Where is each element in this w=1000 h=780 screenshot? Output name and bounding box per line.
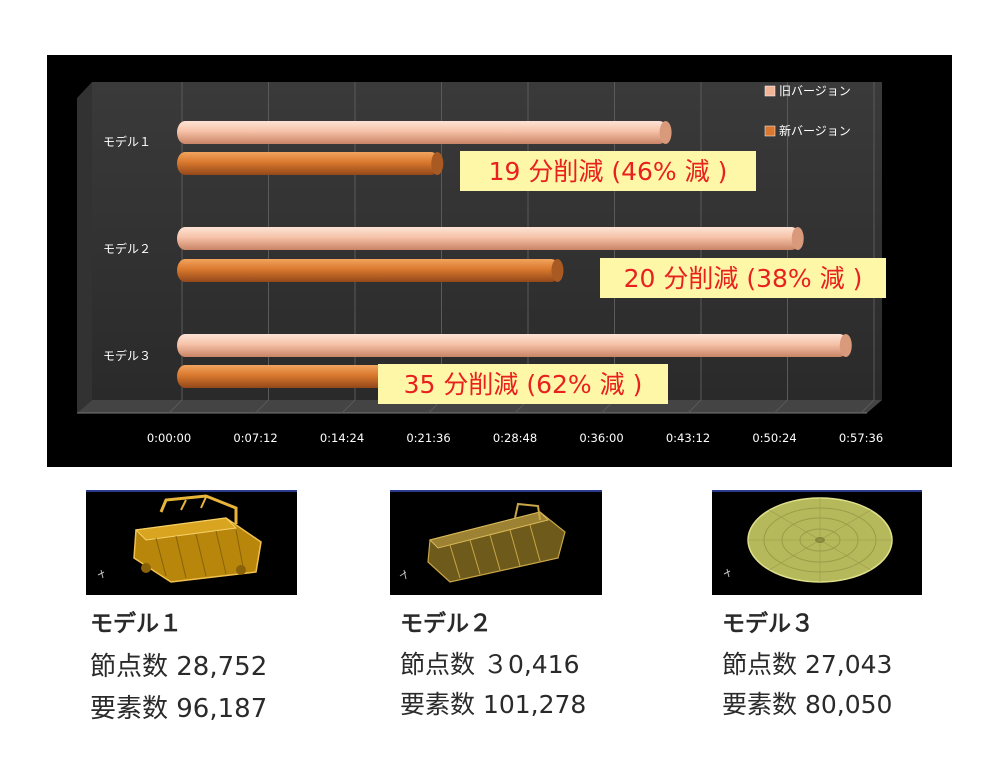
x-tick-label: 0:43:12 <box>666 431 710 445</box>
annotation-box-2 <box>600 258 886 298</box>
x-tick-label: 0:50:24 <box>752 431 796 445</box>
model-3-nodes: 節点数 27,043 <box>722 650 893 679</box>
grid-line <box>774 399 788 414</box>
bar-end-cap <box>431 152 444 175</box>
grid-line <box>168 399 183 414</box>
chart-panel: 0:00:00 0:07:12 0:14:24 0:21:36 0:28:48 0:36:… <box>47 55 952 467</box>
x-tick-label: 0:36:00 <box>579 431 623 445</box>
grid-line <box>255 399 269 414</box>
x-tick-label: 0:00:00 <box>147 431 191 445</box>
bar-end-cap <box>551 259 564 282</box>
model-1-elements: 要素数 96,187 <box>90 694 268 724</box>
annotation-box-3 <box>378 364 668 404</box>
model-2-nodes: 節点数 ３0,416 <box>400 650 580 679</box>
model-1-nodes: 節点数 28,752 <box>90 652 268 682</box>
model-2-image <box>390 490 602 595</box>
category-label-1: モデル１ <box>103 134 151 149</box>
model-2-elements: 要素数 101,278 <box>400 690 587 719</box>
annotation-3: 35 分削減 (62% 減 ) <box>404 370 643 399</box>
grid-line <box>687 399 702 414</box>
legend-swatch-2 <box>764 125 776 137</box>
annotation-1: 19 分削減 (46% 減 ) <box>489 157 728 186</box>
grid-line <box>341 399 356 414</box>
x-tick-label: 0:28:48 <box>493 431 537 445</box>
x-tick-label: 0:57:36 <box>839 431 883 445</box>
bar-old-2 <box>177 227 800 250</box>
legend-label-1: 旧バージョン <box>779 84 851 98</box>
bar-new-3 <box>177 365 428 388</box>
model-2-title: モデル２ <box>400 611 492 637</box>
bar-end-cap <box>791 227 804 250</box>
bar-end-cap <box>839 334 852 357</box>
bar-end-cap <box>659 121 672 144</box>
bar-old-1 <box>177 121 668 144</box>
x-tick-label: 0:21:36 <box>406 431 450 445</box>
annotation-box-1 <box>460 151 756 191</box>
legend-swatch-1 <box>764 85 776 97</box>
bar-new-1 <box>177 152 440 175</box>
model-3-title: モデル３ <box>722 611 814 637</box>
x-tick-label: 0:14:24 <box>320 431 364 445</box>
category-label-3: モデル３ <box>103 348 151 363</box>
model-1-title: モデル１ <box>90 611 182 637</box>
bar-chart: 0:00:00 0:07:12 0:14:24 0:21:36 0:28:48 0:36:… <box>77 82 886 445</box>
model-3-image <box>712 490 922 595</box>
grid-line <box>860 399 875 414</box>
x-tick-label: 0:07:12 <box>233 431 277 445</box>
model-1-image <box>86 490 297 595</box>
legend-label-2: 新バージョン <box>779 123 851 138</box>
model-3-elements: 要素数 80,050 <box>722 690 893 719</box>
bar-new-2 <box>177 259 560 282</box>
annotation-2: 20 分削減 (38% 減 ) <box>624 264 863 293</box>
category-label-2: モデル２ <box>103 241 151 256</box>
bar-old-3 <box>177 334 848 357</box>
